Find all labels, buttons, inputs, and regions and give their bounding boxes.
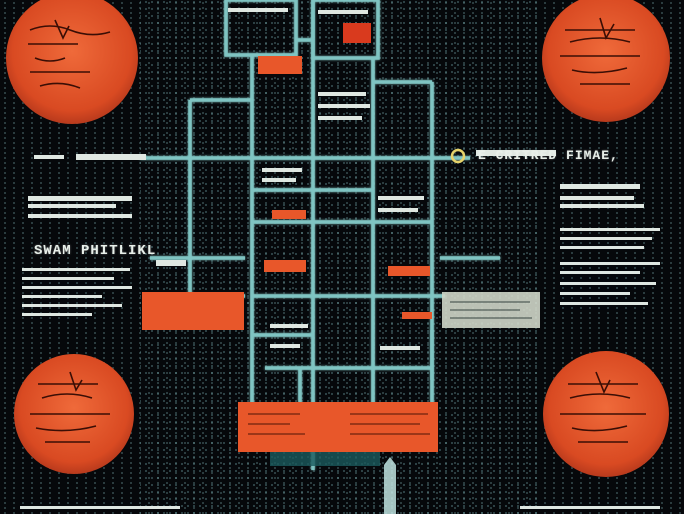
disc-top-left [6, 0, 138, 124]
disc-bottom-right [543, 351, 669, 477]
disc-top-right [542, 0, 670, 122]
right-heading: E CRITRED FIMAE, [478, 148, 619, 163]
left-heading: SWAM PHITLIKL [34, 243, 157, 259]
disc-bottom-left [14, 354, 134, 474]
junction-node [450, 148, 466, 164]
text-blocks [20, 8, 660, 509]
spire [384, 457, 396, 514]
orange-tags [142, 23, 432, 330]
control-panel [238, 402, 438, 452]
